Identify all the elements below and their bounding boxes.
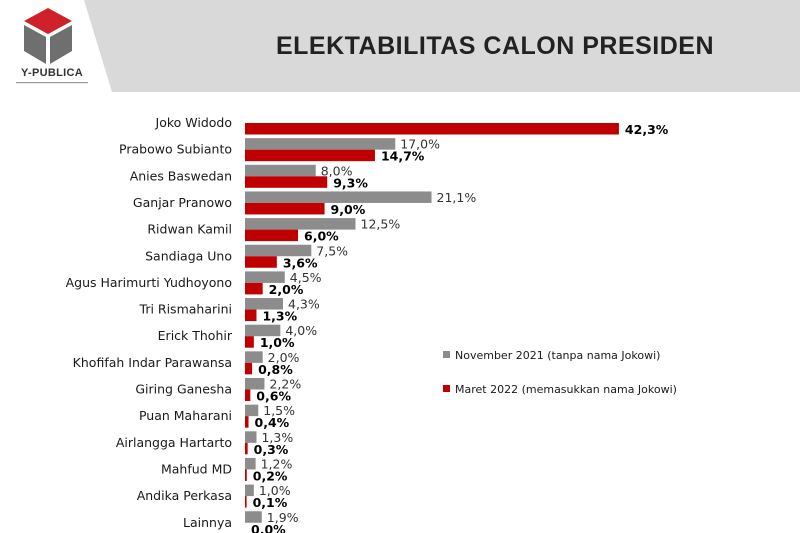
value-label-nov-2021: 8,0%	[321, 163, 353, 178]
value-label-nov-2021: 4,3%	[288, 297, 320, 312]
bar-mar-2022	[245, 336, 254, 348]
category-label: Anies Baswedan	[130, 168, 232, 183]
bar-mar-2022	[245, 442, 248, 455]
bar-mar-2022	[245, 123, 619, 135]
bar-chart: Joko Widodo 42,3% Prabowo Subianto 17,0%14,…	[66, 115, 677, 533]
bar-nov-2021	[245, 324, 281, 337]
category-label: Ridwan Kamil	[147, 222, 232, 237]
value-label-mar-2022: 0,4%	[255, 415, 290, 430]
chart-title: ELEKTABILITAS CALON PRESIDEN	[275, 32, 715, 60]
value-label-mar-2022: 9,0%	[331, 202, 366, 217]
value-label-nov-2021: 1,3%	[261, 430, 293, 445]
legend-label-mar-2022: Maret 2022 (memasukkan nama Jokowi)	[455, 383, 677, 396]
category-label: Puan Maharani	[139, 408, 232, 423]
value-label-nov-2021: 12,5%	[361, 217, 401, 232]
bar-nov-2021	[245, 378, 265, 390]
value-label-mar-2022: 0,1%	[253, 495, 288, 510]
category-label: Sandiaga Uno	[145, 248, 232, 263]
legend-swatch-nov-2021	[443, 351, 450, 358]
bar-nov-2021	[245, 298, 284, 310]
bar-mar-2022	[245, 469, 247, 481]
value-label-mar-2022: 2,0%	[269, 282, 304, 297]
bar-mar-2022	[245, 389, 251, 401]
bar-nov-2021	[245, 484, 254, 497]
value-label-nov-2021: 17,0%	[400, 137, 440, 152]
bar-nov-2021	[245, 244, 312, 257]
logo-text: Y-PUBLICA	[21, 67, 83, 79]
category-label: Giring Ganesha	[135, 382, 232, 397]
bar-mar-2022	[245, 149, 375, 162]
value-label-nov-2021: 21,1%	[437, 190, 477, 205]
bar-mar-2022	[245, 202, 325, 215]
category-label: Agus Harimurti Yudhoyono	[66, 275, 232, 290]
value-label-nov-2021: 7,5%	[316, 243, 348, 258]
logo-tagline-icon	[16, 82, 88, 84]
value-label-nov-2021: 1,0%	[259, 483, 291, 498]
bar-nov-2021	[245, 351, 263, 363]
value-label-mar-2022: 6,0%	[304, 229, 339, 244]
logo-panel: Y-PUBLICA	[0, 0, 112, 92]
bar-nov-2021	[245, 404, 259, 417]
bar-mar-2022	[245, 282, 263, 295]
bar-mar-2022	[245, 256, 277, 268]
value-label-mar-2022: 14,7%	[381, 149, 425, 164]
value-label-mar-2022: 9,3%	[333, 175, 368, 190]
bar-nov-2021	[245, 457, 256, 470]
value-label-nov-2021: 1,5%	[263, 403, 295, 418]
value-label-mar-2022: 0,8%	[258, 362, 293, 377]
value-label-mar-2022: 3,6%	[283, 255, 318, 270]
value-label-nov-2021: 2,2%	[269, 377, 301, 392]
value-label-mar-2022: 1,3%	[262, 309, 297, 324]
value-label-nov-2021: 1,2%	[261, 456, 293, 471]
bar-nov-2021	[245, 431, 257, 443]
bar-mar-2022	[245, 416, 249, 428]
value-label-mar-2022: 0,0%	[251, 522, 286, 533]
value-label-mar-2022: 42,3%	[625, 122, 669, 137]
legend-swatch-mar-2022	[443, 385, 450, 392]
value-label-mar-2022: 1,0%	[260, 335, 295, 350]
bar-mar-2022	[245, 229, 299, 242]
bar-mar-2022	[245, 496, 247, 508]
value-label-nov-2021: 4,0%	[285, 323, 317, 338]
category-label: Khofifah Indar Parawansa	[73, 355, 232, 370]
bar-mar-2022	[245, 176, 328, 188]
category-label: Tri Rismaharini	[139, 302, 232, 317]
category-label: Joko Widodo	[155, 115, 232, 130]
bar-nov-2021	[245, 191, 432, 203]
legend-label-nov-2021: November 2021 (tanpa nama Jokowi)	[455, 349, 660, 362]
category-label: Mahfud MD	[161, 461, 232, 476]
header-band: Y-PUBLICA ELEKTABILITAS CALON PRESIDEN	[0, 0, 800, 92]
value-label-mar-2022: 0,3%	[254, 442, 289, 457]
category-label: Airlangga Hartarto	[116, 435, 232, 450]
bar-nov-2021	[245, 511, 262, 523]
bar-nov-2021	[245, 138, 396, 150]
category-label: Prabowo Subianto	[119, 142, 232, 157]
value-label-nov-2021: 4,5%	[290, 270, 322, 285]
bar-nov-2021	[245, 271, 285, 283]
bar-nov-2021	[245, 218, 356, 230]
y-publica-logo-icon	[24, 8, 72, 64]
category-label: Andika Perkasa	[137, 488, 232, 503]
value-label-mar-2022: 0,2%	[253, 468, 288, 483]
bar-nov-2021	[245, 164, 316, 177]
category-label: Ganjar Pranowo	[133, 195, 232, 210]
category-label: Erick Thohir	[158, 328, 233, 343]
bar-mar-2022	[245, 309, 257, 322]
category-label: Lainnya	[183, 515, 232, 530]
bar-mar-2022	[245, 362, 253, 375]
value-label-nov-2021: 1,9%	[267, 510, 299, 525]
value-label-mar-2022: 0,6%	[256, 389, 291, 404]
value-label-nov-2021: 2,0%	[268, 350, 300, 365]
